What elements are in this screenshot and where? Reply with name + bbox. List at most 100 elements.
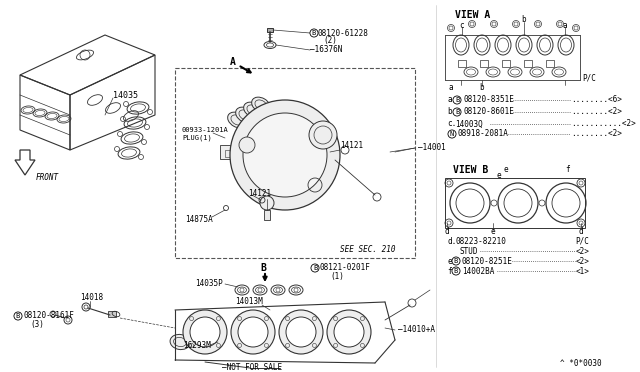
Circle shape (243, 113, 327, 197)
Ellipse shape (264, 159, 286, 175)
Circle shape (260, 196, 274, 210)
Text: B: B (260, 263, 266, 273)
Text: f: f (565, 166, 570, 174)
Circle shape (183, 310, 227, 354)
Circle shape (286, 317, 316, 347)
Text: 08121-0201F: 08121-0201F (320, 263, 371, 273)
Text: N: N (450, 131, 454, 137)
Text: FRONT: FRONT (36, 173, 59, 183)
Text: 08120-8251E: 08120-8251E (462, 257, 513, 266)
Ellipse shape (236, 107, 254, 123)
Text: B: B (313, 265, 317, 271)
Text: 08918-2081A: 08918-2081A (458, 129, 509, 138)
Text: ...........<2>: ...........<2> (571, 119, 636, 128)
Text: f.: f. (447, 266, 456, 276)
Text: 14035: 14035 (113, 90, 138, 99)
Text: (3): (3) (30, 320, 44, 328)
Text: ^ *0*0030: ^ *0*0030 (560, 359, 602, 368)
Text: e: e (491, 227, 495, 235)
Text: 16293M: 16293M (183, 340, 211, 350)
Bar (220, 145, 238, 159)
Bar (264, 210, 270, 220)
Text: a.: a. (447, 96, 456, 105)
Text: 14002BA: 14002BA (462, 266, 494, 276)
Bar (502, 60, 510, 67)
Circle shape (239, 137, 255, 153)
Circle shape (230, 100, 340, 210)
Text: <1>: <1> (576, 266, 590, 276)
Text: (1): (1) (330, 273, 344, 282)
Text: B: B (454, 268, 458, 274)
Circle shape (327, 310, 371, 354)
Text: 14035P: 14035P (195, 279, 223, 289)
Text: b: b (480, 83, 484, 93)
Text: B: B (312, 30, 316, 36)
Text: SEE SEC. 210: SEE SEC. 210 (340, 246, 396, 254)
Text: <2>: <2> (576, 257, 590, 266)
Text: 08120-8161F: 08120-8161F (24, 311, 75, 321)
Text: 14875A: 14875A (185, 215, 212, 224)
Text: c: c (460, 20, 464, 29)
Circle shape (279, 310, 323, 354)
Bar (546, 60, 554, 67)
Circle shape (334, 317, 364, 347)
Bar (225, 150, 235, 157)
Text: ........<2>: ........<2> (571, 129, 622, 138)
Text: 08120-8351E: 08120-8351E (463, 96, 514, 105)
Text: ........<2>: ........<2> (571, 108, 622, 116)
Text: VIEW B: VIEW B (453, 165, 488, 175)
Text: d: d (445, 227, 449, 235)
Text: e: e (503, 166, 508, 174)
Text: VIEW A: VIEW A (455, 10, 490, 20)
Text: 14003Q: 14003Q (455, 119, 483, 128)
Text: —14010+A: —14010+A (398, 326, 435, 334)
Ellipse shape (252, 97, 270, 113)
Bar (524, 60, 532, 67)
Text: 08120-8601E: 08120-8601E (463, 108, 514, 116)
Text: —NOT FOR SALE: —NOT FOR SALE (222, 363, 282, 372)
Text: e.: e. (447, 257, 456, 266)
Text: —16376N: —16376N (310, 45, 342, 55)
Bar (480, 60, 488, 67)
Text: d.: d. (447, 237, 456, 246)
Text: P/C: P/C (575, 237, 589, 246)
Text: c.: c. (447, 119, 456, 128)
Text: d: d (579, 227, 583, 235)
Text: 14121: 14121 (248, 189, 271, 198)
Text: 14018: 14018 (80, 294, 103, 302)
Ellipse shape (228, 112, 246, 128)
Ellipse shape (170, 334, 190, 350)
Ellipse shape (262, 138, 287, 156)
Text: B: B (16, 313, 20, 319)
Text: a: a (449, 83, 453, 92)
Text: b.: b. (447, 108, 456, 116)
Text: 00933-1201A: 00933-1201A (182, 127, 228, 133)
Bar (108, 311, 116, 317)
Text: B: B (455, 97, 459, 103)
Circle shape (231, 310, 275, 354)
Text: ........<6>: ........<6> (571, 96, 622, 105)
Ellipse shape (244, 102, 262, 118)
Text: B: B (454, 258, 458, 264)
Text: B: B (455, 109, 459, 115)
Text: 08120-61228: 08120-61228 (318, 29, 369, 38)
Bar (445, 178, 585, 228)
Text: STUD: STUD (459, 247, 477, 256)
Text: 14013M: 14013M (235, 298, 263, 307)
Bar (458, 60, 466, 67)
Circle shape (238, 317, 268, 347)
Text: <2>: <2> (576, 247, 590, 256)
Text: P/C: P/C (582, 74, 596, 83)
Text: a: a (563, 20, 567, 29)
Ellipse shape (285, 138, 310, 156)
Circle shape (309, 121, 337, 149)
Text: PLUG(1): PLUG(1) (182, 135, 212, 141)
Circle shape (190, 317, 220, 347)
Text: e: e (497, 170, 501, 180)
Ellipse shape (286, 159, 308, 175)
Text: b: b (522, 16, 526, 25)
Text: —14001: —14001 (418, 144, 445, 153)
Text: (2): (2) (323, 36, 337, 45)
Bar (267, 28, 273, 32)
Bar (175, 68, 415, 258)
